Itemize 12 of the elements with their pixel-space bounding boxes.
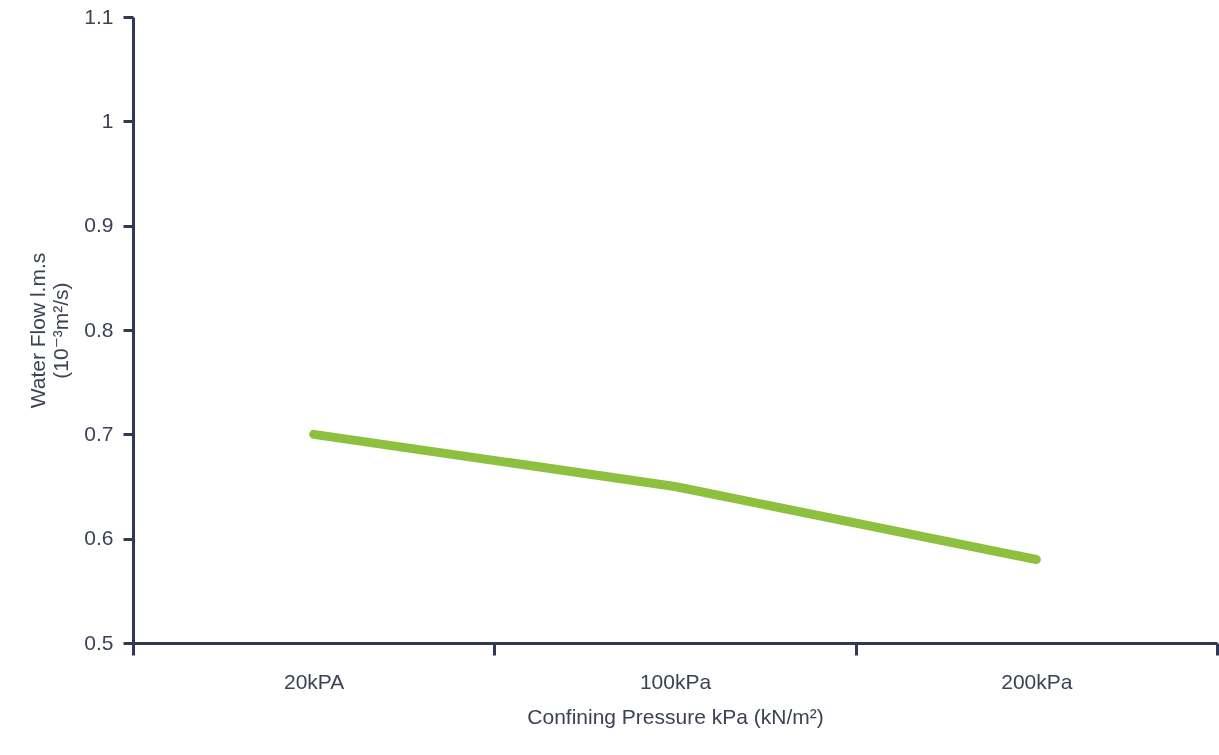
y-tick-label: 0.8 — [84, 317, 114, 341]
y-tick-label: 0.5 — [84, 630, 114, 654]
y-tick-label: 0.7 — [84, 421, 114, 445]
y-tick-label: 1 — [101, 108, 114, 132]
x-axis-title: Confining Pressure kPa (kN/m²) — [527, 704, 824, 728]
y-tick-label: 1.1 — [84, 4, 114, 28]
x-tick-label: 20kPA — [284, 669, 345, 693]
y-axis-title: Water Flow l.m.s (10⁻³m²/s) — [26, 252, 73, 409]
x-tick-label: 200kPa — [1001, 669, 1073, 693]
y-tick-label: 0.6 — [84, 526, 114, 550]
x-tick-label: 100kPa — [639, 669, 712, 693]
y-tick-label: 0.9 — [84, 213, 114, 237]
